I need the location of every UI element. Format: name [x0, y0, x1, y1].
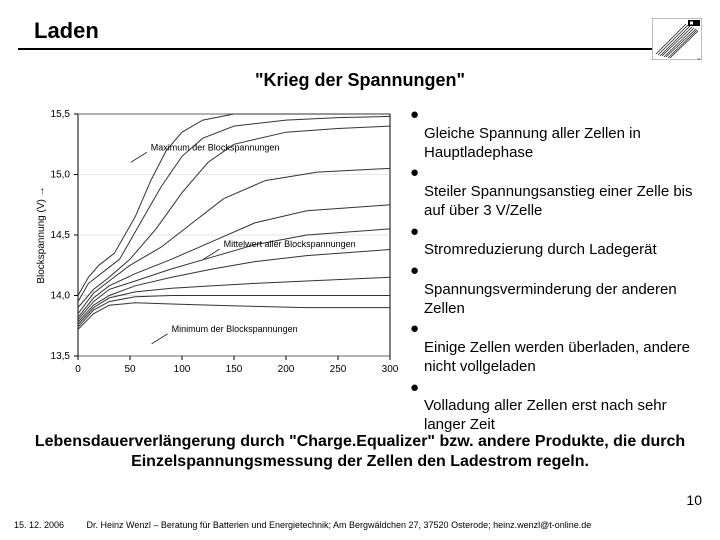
header-rule — [18, 48, 702, 50]
footer: 15. 12. 2006 Dr. Heinz Wenzl – Beratung … — [14, 520, 591, 530]
bullet-dot-icon: ● — [410, 320, 422, 339]
bullet-item: ●Einige Zellen werden überladen, andere … — [410, 320, 710, 376]
svg-text:14,5: 14,5 — [51, 230, 71, 241]
svg-text:Mittelwert aller Blockspannung: Mittelwert aller Blockspannungen — [224, 239, 356, 249]
bullet-dot-icon: ● — [410, 262, 422, 281]
bullet-text: Gleiche Spannung aller Zellen in Hauptla… — [410, 125, 700, 163]
logo-icon: ENERGIETECHNIK — [652, 18, 702, 60]
bullet-dot-icon: ● — [410, 223, 422, 242]
svg-text:Maximum der Blockspannungen: Maximum der Blockspannungen — [151, 142, 280, 152]
bullet-dot-icon: ● — [410, 164, 422, 183]
footer-date: 15. 12. 2006 — [14, 520, 84, 530]
svg-text:Blockspannung (V) →: Blockspannung (V) → — [36, 186, 47, 283]
bullet-item: ●Steiler Spannungsanstieg einer Zelle bi… — [410, 164, 710, 220]
subtitle: "Krieg der Spannungen" — [0, 70, 720, 91]
slide: Laden ENERGIETECHNIK "Krieg der Spannung… — [0, 0, 720, 540]
bullet-text: Einige Zellen werden überladen, andere n… — [410, 339, 700, 377]
bullet-item: ●Stromreduzierung durch Ladegerät — [410, 223, 710, 261]
bullet-item: ●Gleiche Spannung aller Zellen in Hauptl… — [410, 106, 710, 162]
svg-text:200: 200 — [278, 364, 295, 375]
svg-text:13,5: 13,5 — [51, 351, 71, 362]
bullet-text: Steiler Spannungsanstieg einer Zelle bis… — [410, 183, 700, 221]
page-number: 10 — [686, 492, 702, 508]
svg-text:250: 250 — [330, 364, 347, 375]
bullet-dot-icon: ● — [410, 106, 422, 125]
bullet-dot-icon: ● — [410, 379, 422, 398]
svg-text:0: 0 — [75, 364, 81, 375]
svg-text:Minimum der Blockspannungen: Minimum der Blockspannungen — [172, 324, 298, 334]
svg-text:15,5: 15,5 — [51, 109, 71, 120]
footer-author: Dr. Heinz Wenzl – Beratung für Batterien… — [87, 520, 592, 530]
svg-text:50: 50 — [124, 364, 136, 375]
bullet-list: ●Gleiche Spannung aller Zellen in Hauptl… — [410, 106, 710, 437]
conclusion-text: Lebensdauerverlängerung durch "Charge.Eq… — [30, 432, 690, 472]
voltage-chart: 13,5 14,0 14,5 15,0 15,5 0 50 100 150 200 250 300 Bl… — [30, 104, 400, 384]
svg-text:150: 150 — [226, 364, 243, 375]
page-title: Laden — [34, 18, 99, 44]
svg-text:14,0: 14,0 — [51, 291, 71, 302]
svg-text:300: 300 — [382, 364, 399, 375]
bullet-item: ●Spannungsverminderung der anderen Zelle… — [410, 262, 710, 318]
bullet-text: Spannungsverminderung der anderen Zellen — [410, 281, 700, 319]
bullet-text: Volladung aller Zellen erst nach sehr la… — [410, 397, 700, 435]
svg-text:100: 100 — [174, 364, 191, 375]
bullet-item: ●Volladung aller Zellen erst nach sehr l… — [410, 379, 710, 435]
header: Laden ENERGIETECHNIK — [0, 18, 720, 56]
svg-text:15,0: 15,0 — [51, 170, 71, 181]
bullet-text: Stromreduzierung durch Ladegerät — [410, 241, 700, 260]
